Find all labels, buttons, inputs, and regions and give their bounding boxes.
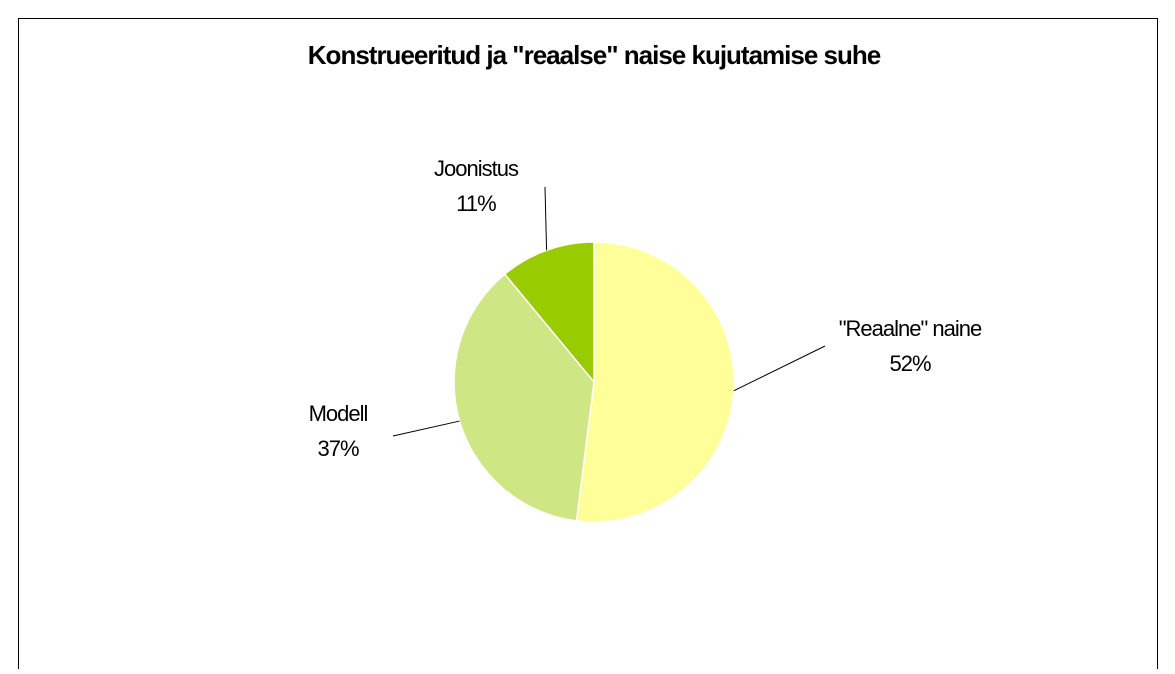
slice-label: Joonistus (434, 156, 519, 181)
pie-slice (575, 241, 735, 523)
slice-label: Modell (309, 401, 368, 426)
chart-title: Konstrueeritud ja "reaalse" naise kujuta… (308, 40, 881, 70)
leader-line (392, 420, 460, 437)
slice-value-label: 37% (317, 436, 358, 461)
leader-line (544, 186, 548, 251)
slice-value-label: 52% (889, 351, 930, 376)
slice-label: "Reaalne" naine (839, 316, 982, 341)
pie-slice (453, 273, 595, 522)
leader-line (733, 345, 826, 392)
slice-value-label: 11% (456, 191, 496, 216)
pie-slice (503, 241, 595, 385)
